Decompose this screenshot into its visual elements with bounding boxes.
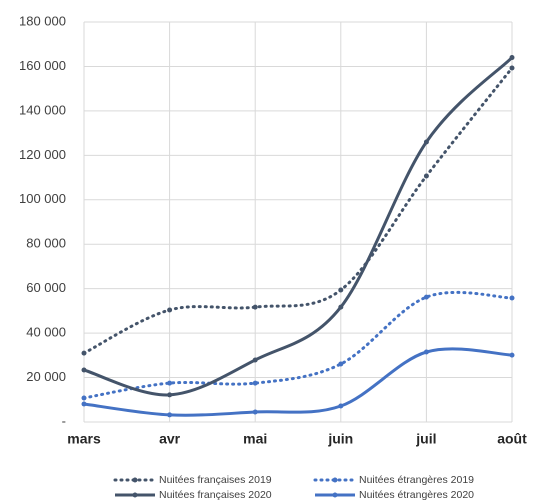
point xyxy=(81,350,87,356)
y-tick-label: 180 000 xyxy=(19,13,66,28)
point xyxy=(81,395,87,401)
x-tick-label: mars xyxy=(67,431,101,447)
point xyxy=(423,139,429,145)
point xyxy=(81,401,87,407)
y-tick-label: 100 000 xyxy=(19,191,66,206)
point xyxy=(423,294,429,300)
point xyxy=(509,65,515,71)
x-tick-label: mai xyxy=(243,431,267,447)
point xyxy=(509,352,515,358)
y-tick-label: 60 000 xyxy=(26,280,66,295)
point xyxy=(423,349,429,355)
point xyxy=(338,304,344,310)
point xyxy=(338,361,344,367)
point xyxy=(338,287,344,293)
point xyxy=(423,173,429,179)
point xyxy=(167,412,173,418)
legend-label: Nuitées étrangères 2019 xyxy=(359,474,474,486)
x-tick-label: août xyxy=(497,431,527,447)
point xyxy=(252,380,258,386)
y-tick-label: 160 000 xyxy=(19,58,66,73)
x-tick-label: juin xyxy=(327,431,353,447)
series-line xyxy=(83,56,514,397)
series-line xyxy=(83,347,513,417)
legend-marker xyxy=(132,477,138,483)
point xyxy=(81,367,87,373)
legend-label: Nuitées étrangères 2020 xyxy=(359,489,474,501)
legend-marker xyxy=(332,492,338,498)
point xyxy=(167,392,173,398)
x-tick-label: juil xyxy=(415,431,436,447)
y-tick-label: 80 000 xyxy=(26,236,66,251)
series-line xyxy=(82,66,514,355)
y-tick-label: 120 000 xyxy=(19,147,66,162)
point xyxy=(167,307,173,313)
y-tick-label: - xyxy=(62,413,66,428)
point xyxy=(167,380,173,386)
legend-label: Nuitées françaises 2019 xyxy=(159,474,272,486)
y-tick-label: 140 000 xyxy=(19,102,66,117)
x-tick-label: avr xyxy=(159,431,181,447)
point xyxy=(509,55,515,61)
point xyxy=(338,403,344,409)
point xyxy=(509,295,515,301)
y-tick-label: 40 000 xyxy=(26,325,66,340)
legend-marker xyxy=(332,477,338,483)
y-tick-label: 20 000 xyxy=(26,369,66,384)
point xyxy=(252,409,258,415)
point xyxy=(252,357,258,363)
legend-label: Nuitées françaises 2020 xyxy=(159,489,272,501)
legend-marker xyxy=(132,492,138,498)
series-line xyxy=(82,290,514,400)
point xyxy=(252,304,258,310)
